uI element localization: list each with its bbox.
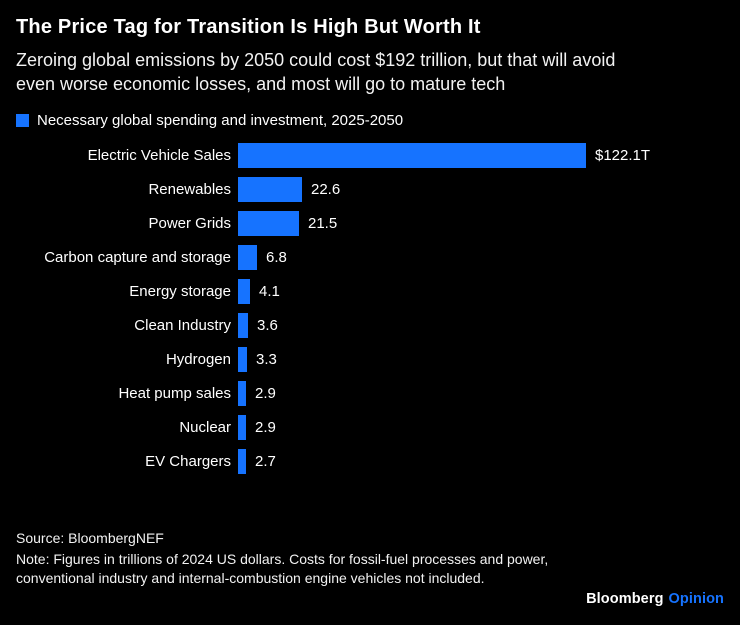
category-label: EV Chargers xyxy=(145,453,231,471)
chart-row: Hydrogen 3.3 xyxy=(16,343,724,377)
bar xyxy=(238,143,586,169)
value-label: 21.5 xyxy=(308,215,338,233)
chart-row: Carbon capture and storage 6.8 xyxy=(16,241,724,275)
bar xyxy=(238,177,302,203)
brand-opinion: Opinion xyxy=(668,591,724,607)
bar xyxy=(238,279,250,305)
value-label: 2.9 xyxy=(255,385,276,403)
source-text: Source: BloombergNEF xyxy=(16,529,164,546)
category-label: Carbon capture and storage xyxy=(44,249,231,267)
chart-row: Clean Industry 3.6 xyxy=(16,309,724,343)
value-label: 4.1 xyxy=(259,283,280,301)
value-label: $122.1T xyxy=(595,147,651,165)
legend: Necessary global spending and investment… xyxy=(16,112,724,129)
chart-subtitle: Zeroing global emissions by 2050 could c… xyxy=(16,50,616,95)
legend-label: Necessary global spending and investment… xyxy=(37,111,404,129)
category-label: Clean Industry xyxy=(134,317,231,335)
chart-row: Renewables 22.6 xyxy=(16,173,724,207)
value-label: 2.9 xyxy=(255,419,276,437)
bar xyxy=(238,381,246,407)
value-label: 22.6 xyxy=(311,181,341,199)
bar xyxy=(238,415,246,441)
brand-logo: Bloomberg Opinion xyxy=(586,591,724,607)
bar xyxy=(238,313,248,339)
value-label: 3.3 xyxy=(256,351,277,369)
brand-bloomberg: Bloomberg xyxy=(586,591,664,607)
category-label: Renewables xyxy=(148,181,231,199)
value-label: 6.8 xyxy=(266,249,287,267)
chart-title: The Price Tag for Transition Is High But… xyxy=(16,16,481,38)
chart-row: Heat pump sales 2.9 xyxy=(16,377,724,411)
category-label: Heat pump sales xyxy=(118,385,231,403)
bar xyxy=(238,347,247,373)
category-label: Hydrogen xyxy=(165,351,231,369)
footer: Source: BloombergNEF Note: Figures in tr… xyxy=(16,529,724,588)
chart-row: EV Chargers 2.7 xyxy=(16,445,724,479)
note-text: Note: Figures in trillions of 2024 US do… xyxy=(16,550,549,586)
category-label: Energy storage xyxy=(129,283,231,301)
chart-row: Electric Vehicle Sales $122.1T xyxy=(16,139,724,173)
value-label: 3.6 xyxy=(257,317,278,335)
bar-chart: Electric Vehicle Sales $122.1T Renewables 2… xyxy=(16,139,724,479)
category-label: Nuclear xyxy=(179,419,231,437)
chart-row: Energy storage 4.1 xyxy=(16,275,724,309)
category-label: Power Grids xyxy=(148,215,231,233)
bar xyxy=(238,211,299,237)
chart-row: Nuclear 2.9 xyxy=(16,411,724,445)
chart-row: Power Grids 21.5 xyxy=(16,207,724,241)
value-label: 2.7 xyxy=(255,453,276,471)
category-label: Electric Vehicle Sales xyxy=(87,147,231,165)
bar xyxy=(238,245,257,271)
bar xyxy=(238,449,246,475)
legend-swatch-icon xyxy=(16,113,29,127)
